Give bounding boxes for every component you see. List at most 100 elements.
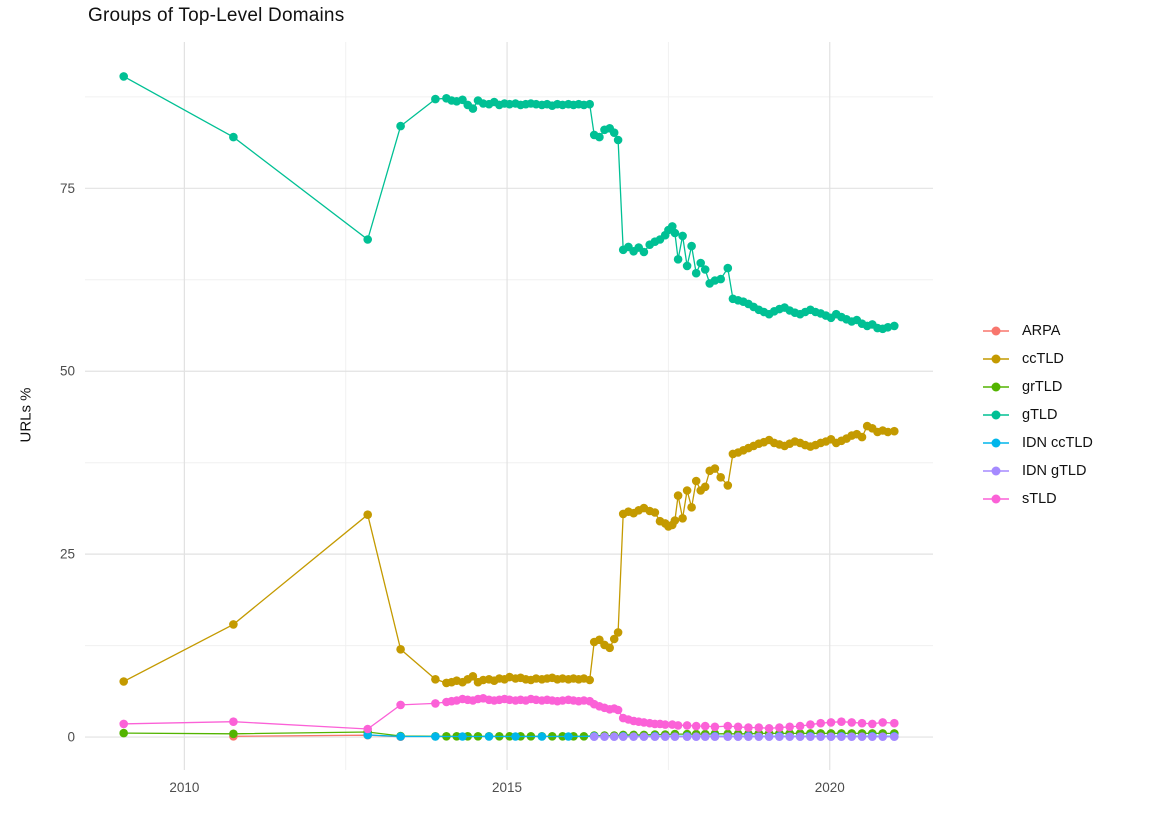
data-point [795, 732, 805, 741]
data-point [537, 732, 547, 741]
data-point [585, 675, 594, 685]
legend-item-stld: sTLD [982, 490, 1093, 507]
data-point [837, 717, 846, 726]
data-point [639, 732, 649, 741]
legend-key-icon [983, 494, 1009, 503]
data-point [883, 427, 893, 437]
data-point [691, 732, 701, 741]
legend-item-cctld: ccTLD [982, 350, 1093, 367]
data-point [857, 718, 867, 728]
data-point [673, 254, 683, 264]
data-point [431, 94, 440, 104]
data-point [468, 104, 478, 113]
legend-label: ccTLD [1022, 350, 1064, 367]
data-point [119, 719, 128, 729]
legend-label: IDN ccTLD [1022, 434, 1093, 451]
data-point [795, 721, 805, 731]
legend-key-icon [983, 382, 1009, 391]
data-point [710, 722, 720, 732]
legend-item-idn-cctld: IDN ccTLD [982, 434, 1093, 451]
data-point [723, 732, 733, 741]
legend-item-idn-gtld: IDN gTLD [982, 462, 1093, 479]
data-point [396, 645, 405, 654]
data-point [723, 481, 733, 490]
data-point [613, 705, 623, 715]
data-point [119, 72, 128, 81]
legend-label: IDN gTLD [1022, 462, 1087, 479]
data-point [668, 222, 677, 231]
data-point [396, 121, 405, 131]
data-point [890, 718, 899, 728]
data-point [847, 718, 856, 727]
data-point [119, 677, 128, 686]
data-point [605, 643, 614, 653]
data-point [754, 732, 764, 741]
data-point [629, 732, 638, 741]
data-point [484, 732, 494, 741]
data-point [670, 732, 680, 741]
data-point [613, 135, 623, 145]
data-point [682, 732, 692, 741]
data-point [609, 732, 619, 741]
legend-item-grtld: grTLD [982, 378, 1093, 395]
data-point [660, 732, 670, 741]
legend-label: ARPA [1022, 322, 1061, 339]
data-point [396, 732, 405, 741]
y-tick-label: 50 [60, 364, 75, 379]
data-point [589, 732, 599, 741]
data-point [585, 99, 594, 109]
data-point [431, 675, 440, 684]
data-point [826, 732, 836, 741]
data-point [883, 323, 893, 332]
legend-key-icon [983, 354, 1009, 363]
data-point [764, 732, 774, 741]
y-tick-label: 75 [60, 181, 75, 196]
data-point [754, 723, 764, 732]
data-point [775, 723, 784, 732]
legend-label: grTLD [1022, 378, 1063, 395]
x-tick-label: 2015 [492, 780, 522, 795]
x-tick-label: 2020 [815, 780, 845, 795]
data-point [806, 732, 815, 741]
data-point [744, 723, 753, 732]
x-tick-label: 2010 [169, 780, 199, 795]
data-point [890, 321, 899, 331]
data-point [363, 510, 373, 519]
data-point [723, 721, 733, 731]
data-point [678, 231, 687, 241]
data-point [363, 235, 373, 244]
data-point [868, 719, 877, 729]
data-point [687, 503, 696, 512]
series-line [123, 75, 895, 330]
data-point [687, 241, 696, 251]
data-point [826, 718, 836, 727]
data-point [716, 473, 725, 482]
data-point [431, 732, 440, 741]
data-point [816, 732, 825, 741]
data-point [682, 486, 692, 495]
data-point [613, 628, 623, 637]
series-cctld [119, 421, 899, 688]
data-point [564, 732, 573, 741]
data-point [229, 620, 238, 629]
data-point [431, 699, 440, 708]
data-point [710, 464, 720, 473]
legend-label: gTLD [1022, 406, 1058, 423]
y-tick-label: 0 [67, 730, 75, 745]
data-point [764, 724, 774, 733]
data-point [878, 718, 887, 727]
data-point [650, 732, 660, 741]
data-point [511, 732, 520, 741]
data-point [806, 720, 815, 729]
data-point [696, 258, 705, 268]
data-point [837, 732, 846, 741]
data-point [733, 722, 743, 732]
data-point [678, 514, 687, 523]
legend-key-icon [983, 466, 1009, 475]
data-point [890, 732, 899, 741]
legend-key-icon [983, 410, 1009, 419]
data-point [868, 732, 877, 741]
data-point [878, 732, 887, 741]
data-point [700, 482, 710, 492]
